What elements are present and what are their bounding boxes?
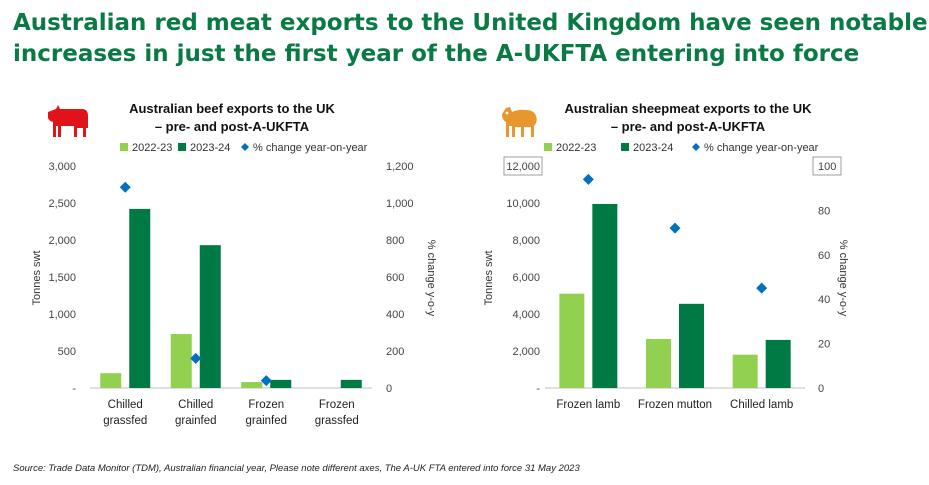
sheepmeat-y2-tick-label: 0	[818, 383, 824, 395]
sheepmeat-legend-label: 2023-24	[633, 142, 673, 154]
beef-chart-y-axis-label: Tonnes swt	[31, 250, 43, 305]
sheepmeat-legend-swatch	[692, 143, 700, 151]
beef-y2-tick-label: 400	[386, 309, 404, 321]
sheepmeat-bar-2022-23	[559, 293, 585, 388]
sheepmeat-chart: Australian sheepmeat exports to the UK –…	[483, 101, 849, 411]
sheepmeat-category-label: Frozen mutton	[638, 399, 712, 411]
beef-bar-2023-24	[340, 379, 362, 388]
beef-legend-label: 2022-23	[132, 142, 172, 154]
sheepmeat-pct-change-marker	[582, 173, 594, 185]
beef-chart-y2-axis-label: % change y-o-y	[425, 240, 437, 317]
sheepmeat-category-label: Frozen lamb	[556, 399, 620, 411]
sheepmeat-y-tick-label: 12,000	[506, 161, 540, 173]
beef-legend-swatch	[120, 143, 128, 151]
beef-category-label: grainfed	[245, 415, 287, 427]
source-note: Source: Trade Data Monitor (TDM), Austra…	[13, 463, 580, 474]
cow-icon	[48, 105, 88, 137]
sheepmeat-bar-2022-23	[732, 354, 758, 388]
sheepmeat-y-tick-label: 10,000	[506, 198, 540, 210]
beef-y2-tick-label: 800	[386, 235, 404, 247]
beef-y-tick-label: 2,000	[48, 235, 76, 247]
page-headline: Australian red meat exports to the Unite…	[13, 8, 928, 70]
beef-bar-2023-24	[129, 208, 151, 388]
beef-bar-2022-23	[170, 333, 192, 388]
sheepmeat-bar-2022-23	[646, 338, 671, 388]
sheepmeat-category-label: Chilled lamb	[730, 399, 793, 411]
beef-chart-plot: - 500 1,000 1,500 2,000 2,500 3,000 0 200 400 600 8…	[48, 161, 413, 427]
sheepmeat-chart-title-line-2: – pre- and post-A-UKFTA	[611, 119, 766, 134]
beef-pct-change-marker	[260, 375, 272, 387]
beef-bar-2022-23	[241, 382, 263, 388]
beef-chart: Australian beef exports to the UK – pre-…	[31, 101, 437, 427]
beef-y2-tick-label: 1,200	[386, 161, 414, 173]
sheepmeat-y2-tick-label: 60	[818, 250, 830, 262]
sheep-icon	[502, 107, 537, 137]
beef-y-tick-label: 1,500	[48, 272, 76, 284]
sheepmeat-y-tick-label: -	[536, 383, 540, 395]
headline-line-2: increases in just the first year of the …	[13, 41, 860, 67]
sheepmeat-y-tick-box	[503, 156, 543, 176]
sheepmeat-chart-y-axis-label: Tonnes swt	[483, 250, 495, 305]
headline-line-1: Australian red meat exports to the Unite…	[13, 10, 928, 36]
sheepmeat-pct-change-marker	[756, 282, 768, 294]
sheepmeat-bar-2023-24	[679, 303, 704, 388]
beef-category-label: grainfed	[175, 415, 217, 427]
beef-category-label: Frozen	[319, 399, 355, 411]
beef-y2-tick-label: 0	[386, 383, 392, 395]
sheepmeat-y2-tick-box	[812, 156, 842, 176]
beef-category-label: Chilled	[178, 399, 213, 411]
beef-y-tick-label: 1,000	[48, 309, 76, 321]
beef-legend-swatch	[241, 143, 249, 151]
beef-y2-tick-label: 1,000	[386, 198, 414, 210]
beef-bar-2023-24	[270, 379, 292, 388]
sheepmeat-chart-legend: 2022-23 2023-24 % change year-on-year	[544, 142, 819, 154]
sheepmeat-chart-y2-axis-label: % change y-o-y	[837, 240, 849, 317]
sheepmeat-bar-2023-24	[765, 339, 791, 388]
beef-chart-title-line-2: – pre- and post-A-UKFTA	[155, 119, 310, 134]
beef-y-tick-label: 500	[58, 346, 76, 358]
beef-bar-2022-23	[100, 373, 122, 388]
sheepmeat-y2-tick-label: 100	[818, 161, 836, 173]
beef-category-label: Frozen	[248, 399, 284, 411]
sheepmeat-legend-label: 2022-23	[556, 142, 596, 154]
beef-legend-label: % change year-on-year	[253, 142, 368, 154]
beef-legend-swatch	[178, 143, 186, 151]
sheepmeat-y2-tick-label: 40	[818, 294, 830, 306]
beef-y-tick-label: -	[72, 383, 76, 395]
sheepmeat-y-tick-label: 6,000	[512, 272, 540, 284]
sheepmeat-y-tick-label: 4,000	[512, 309, 540, 321]
sheepmeat-y2-tick-label: 80	[818, 205, 830, 217]
beef-y2-tick-label: 200	[386, 346, 404, 358]
sheepmeat-pct-change-marker	[669, 222, 681, 234]
sheepmeat-chart-plot: - 2,000 4,000 6,000 8,000 10,000 12,000 0 20 40 60…	[503, 156, 842, 411]
beef-chart-title-line-1: Australian beef exports to the UK	[129, 101, 335, 116]
sheepmeat-legend-swatch	[621, 143, 629, 151]
beef-pct-change-marker	[119, 181, 131, 193]
beef-y-tick-label: 2,500	[48, 198, 76, 210]
sheepmeat-y2-tick-label: 20	[818, 339, 830, 351]
sheepmeat-y-tick-label: 8,000	[512, 235, 540, 247]
sheepmeat-legend-label: % change year-on-year	[704, 142, 819, 154]
sheepmeat-legend-swatch	[544, 143, 552, 151]
beef-y2-tick-label: 600	[386, 272, 404, 284]
beef-legend-label: 2023-24	[190, 142, 230, 154]
beef-chart-legend: 2022-23 2023-24 % change year-on-year	[120, 142, 368, 154]
beef-category-label: Chilled	[108, 399, 143, 411]
beef-category-label: grassfed	[315, 415, 359, 427]
sheepmeat-bar-2023-24	[592, 203, 618, 388]
beef-y-tick-label: 3,000	[48, 161, 76, 173]
sheepmeat-y-tick-label: 2,000	[512, 346, 540, 358]
beef-category-label: grassfed	[103, 415, 147, 427]
sheepmeat-chart-title-line-1: Australian sheepmeat exports to the UK	[564, 101, 812, 116]
beef-bar-2023-24	[199, 245, 221, 388]
beef-pct-change-marker	[190, 352, 202, 364]
